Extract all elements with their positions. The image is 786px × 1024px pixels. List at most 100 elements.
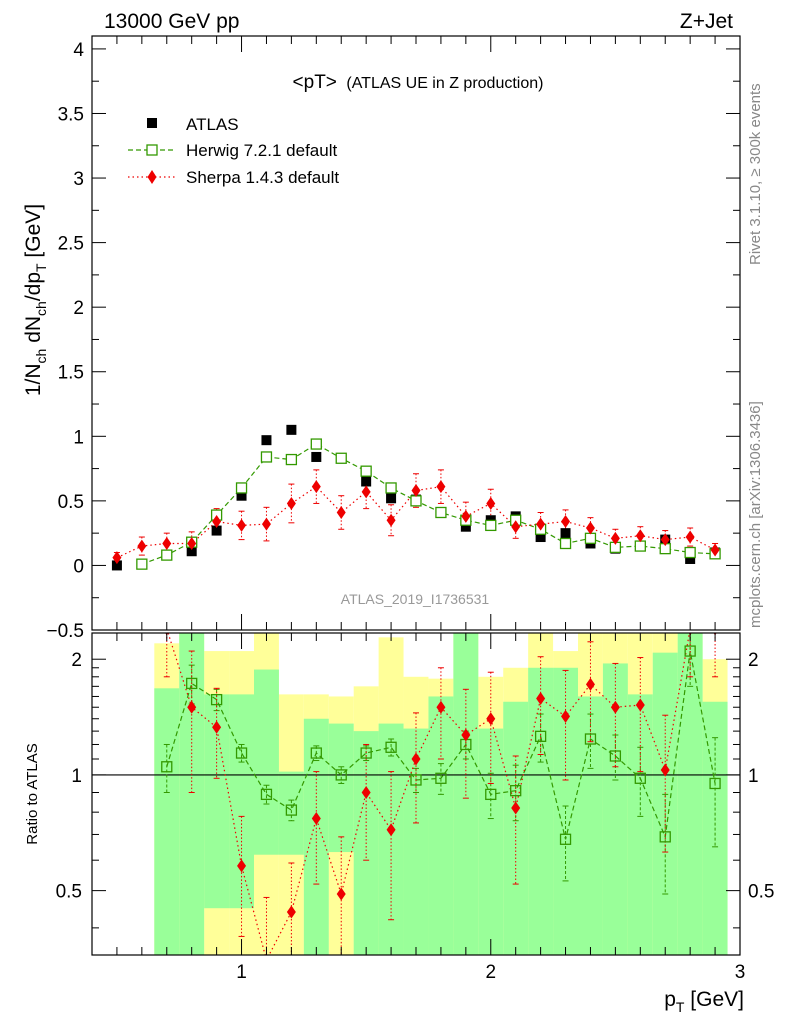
- atlas-point: [361, 476, 372, 487]
- ratio-y-tick-label: 0.5: [56, 882, 82, 903]
- herwig-point: [385, 482, 397, 494]
- sherpa-point: [536, 517, 546, 531]
- ratio-sherpa-point: [361, 786, 371, 800]
- ratio-band-green: [278, 771, 304, 855]
- ratio-herwig-point: [360, 747, 372, 759]
- sherpa-point: [635, 529, 645, 543]
- ratio-sherpa-point: [187, 700, 197, 714]
- ratio-herwig-point: [684, 645, 696, 657]
- ratio-herwig-point: [709, 777, 721, 790]
- ratio-band-green: [254, 669, 279, 855]
- main-y-tick-label: 3: [73, 169, 84, 190]
- ratio-band-green: [677, 633, 703, 955]
- sherpa-point: [361, 485, 371, 499]
- sherpa-point: [660, 533, 670, 547]
- herwig-point: [136, 558, 148, 570]
- sherpa-point: [461, 509, 471, 523]
- x-tick-label: 2: [485, 962, 496, 983]
- sherpa-point: [436, 480, 446, 494]
- ratio-band-green: [154, 688, 180, 955]
- ratio-band-green: [328, 723, 354, 853]
- sherpa-point: [237, 518, 247, 532]
- x-tick-label: 1: [236, 962, 247, 983]
- sherpa-point: [137, 539, 147, 553]
- atlas-point: [311, 451, 322, 462]
- ratio-y-ticks: 0.5 0.5 1 1 2 2: [56, 650, 774, 929]
- ratio-sherpa-point: [610, 700, 620, 714]
- ratio-sherpa-point: [411, 752, 421, 766]
- atlas-point: [386, 493, 397, 504]
- herwig-point: [161, 549, 173, 561]
- herwig-point: [360, 465, 372, 477]
- analysis-id: ATLAS_2019_I1736531: [341, 591, 490, 607]
- main-y-tick-label: 2.5: [58, 234, 84, 255]
- sherpa-point: [486, 496, 496, 510]
- atlas-point: [460, 521, 471, 532]
- ratio-sherpa-point: [561, 709, 571, 723]
- sherpa-point: [112, 551, 122, 565]
- ratio-y-tick-label-right: 1: [748, 766, 759, 787]
- main-y-tick-label: 1: [73, 427, 84, 448]
- ratio-sherpa-point: [660, 763, 670, 777]
- sherpa-point: [336, 505, 346, 519]
- ratio-y-axis-label: Ratio to ATLAS: [24, 743, 41, 844]
- ratio-herwig-point: [285, 804, 298, 816]
- ratio-band-green: [428, 696, 454, 955]
- ratio-herwig-point: [210, 693, 223, 706]
- herwig-point: [559, 537, 572, 550]
- ratio-herwig-point: [659, 831, 671, 843]
- ratio-herwig-point: [260, 788, 273, 801]
- ratio-series-layer: [161, 633, 721, 955]
- legend-entry-sherpa: Sherpa 1.4.3 default: [128, 168, 339, 187]
- atlas-point: [211, 525, 222, 536]
- ratio-herwig-point: [235, 747, 248, 759]
- mcplots-label: mcplots.cern.ch [arXiv:1306.3436]: [747, 401, 764, 628]
- sherpa-point: [386, 513, 396, 527]
- atlas-point: [685, 553, 696, 564]
- herwig-line: [141, 443, 716, 565]
- herwig-point: [260, 451, 273, 463]
- sherpa-point: [685, 530, 695, 544]
- ratio-sherpa-point: [511, 801, 521, 815]
- chart-title-main: <pT>: [293, 72, 337, 93]
- herwig-point: [310, 438, 322, 450]
- ratio-sherpa-point: [436, 700, 446, 714]
- ratio-sherpa-point: [386, 823, 396, 837]
- ratio-band-green: [453, 633, 479, 955]
- herwig-point: [285, 453, 298, 466]
- sherpa-point: [212, 515, 222, 529]
- herwig-point: [335, 452, 347, 464]
- chart-title-sub: (ATLAS UE in Z production): [346, 75, 543, 92]
- herwig-point: [684, 546, 696, 559]
- main-y-tick-label: 4: [73, 40, 84, 61]
- ratio-herwig-point: [310, 747, 322, 759]
- main-y-tick-label: 2: [73, 298, 84, 319]
- ratio-herwig-point: [161, 761, 173, 773]
- ratio-sherpa-point: [461, 728, 471, 742]
- main-panel: −0.5 0 0.5 1 1.5 2 2.5 3 3.5 4 <pT> (ATLAS UE in …: [22, 35, 741, 642]
- chart-title: <pT> (ATLAS UE in Z production): [293, 72, 544, 93]
- ratio-y-tick-label: 1: [71, 766, 82, 787]
- ratio-herwig-point: [584, 733, 597, 745]
- ratio-herwig-point: [634, 772, 646, 784]
- sherpa-point: [585, 521, 595, 535]
- ratio-y-tick-label-right: 0.5: [748, 882, 774, 903]
- main-y-tick-label: −0.5: [46, 621, 84, 642]
- ratio-herwig-point: [410, 774, 422, 786]
- herwig-point: [435, 506, 447, 519]
- ratio-sherpa-point: [237, 859, 247, 873]
- ratio-sherpa-point: [486, 712, 496, 726]
- main-y-tick-label: 3.5: [58, 104, 84, 125]
- legend-marker-sherpa: [147, 170, 157, 184]
- ratio-band-green: [478, 728, 504, 955]
- ratio-band-green: [503, 701, 529, 955]
- process-label: Z+Jet: [680, 10, 733, 33]
- x-tick-label: 3: [735, 962, 746, 983]
- ratio-sherpa-point: [585, 677, 595, 691]
- ratio-herwig-point: [510, 785, 522, 797]
- atlas-point: [560, 528, 571, 539]
- main-y-axis-label: 1/Nch dNch/dpT [GeV]: [22, 204, 49, 396]
- main-x-ticks: [116, 36, 716, 630]
- herwig-point: [485, 519, 497, 532]
- ratio-herwig-point: [385, 741, 397, 753]
